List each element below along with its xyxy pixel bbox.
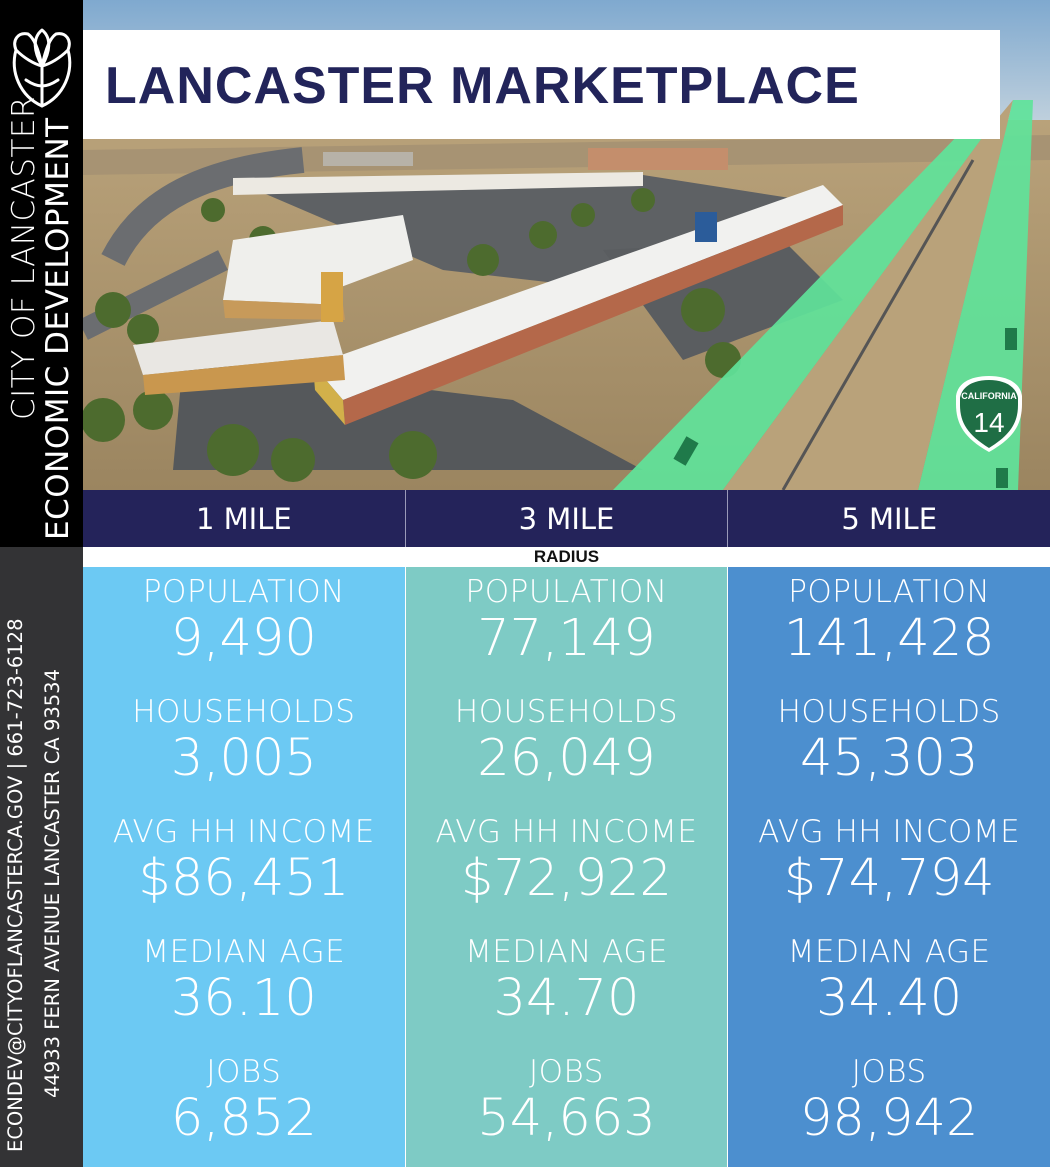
stat-label: HOUSEHOLDS <box>777 694 1001 730</box>
avg-hh-income-value: $86,451 <box>138 849 350 908</box>
stat-label: MEDIAN AGE <box>465 934 668 970</box>
title-card: LANCASTER MARKETPLACE <box>83 30 1000 139</box>
avg-hh-income-value: $74,794 <box>783 849 995 908</box>
population-value: 141,428 <box>783 609 995 668</box>
demographics-column-5-mile: POPULATION 141,428 HOUSEHOLDS 45,303 AVG… <box>727 567 1050 1167</box>
stat-label: HOUSEHOLDS <box>454 694 679 730</box>
jobs-stat: JOBS 6,852 <box>83 1054 405 1148</box>
population-stat: POPULATION 9,490 <box>83 574 405 668</box>
population-stat: POPULATION 77,149 <box>406 574 728 668</box>
radius-label: RADIUS <box>533 547 600 566</box>
california-highway-14-shield-icon: CALIFORNIA 14 <box>956 376 1022 452</box>
stat-label: HOUSEHOLDS <box>132 694 356 730</box>
poppy-flower-logo-icon <box>12 28 72 108</box>
households-value: 45,303 <box>799 729 979 788</box>
department-name-text: ECONOMIC DEVELOPMENT <box>40 117 76 540</box>
stat-label: JOBS <box>851 1054 927 1090</box>
stat-label: POPULATION <box>465 574 668 610</box>
jobs-value: 54,663 <box>477 1089 656 1148</box>
page-title: LANCASTER MARKETPLACE <box>105 57 860 115</box>
stat-label: JOBS <box>529 1054 604 1090</box>
shield-number-text: 14 <box>973 407 1004 438</box>
stat-label: JOBS <box>206 1054 282 1090</box>
households-value: 3,005 <box>170 729 317 788</box>
median-age-stat: MEDIAN AGE 34.40 <box>728 934 1050 1028</box>
median-age-value: 36.10 <box>170 969 317 1028</box>
radius-3-mile-header: 3 MILE <box>406 490 729 547</box>
stat-label: MEDIAN AGE <box>142 934 346 970</box>
stat-label: AVG HH INCOME <box>112 814 375 850</box>
median-age-value: 34.40 <box>816 969 963 1028</box>
avg-hh-income-stat: AVG HH INCOME $86,451 <box>83 814 405 908</box>
avg-hh-income-stat: AVG HH INCOME $74,794 <box>728 814 1050 908</box>
households-value: 26,049 <box>477 729 656 788</box>
avg-hh-income-stat: AVG HH INCOME $72,922 <box>406 814 728 908</box>
aerial-site-photo <box>83 0 1050 490</box>
shield-state-text: CALIFORNIA <box>961 391 1017 401</box>
demographics-column-3-mile: POPULATION 77,149 HOUSEHOLDS 26,049 AVG … <box>404 567 728 1167</box>
stat-label: AVG HH INCOME <box>758 814 1021 850</box>
contact-address-text: 44933 FERN AVENUE LANCASTER CA 93534 <box>41 669 64 1098</box>
radius-header-bar: 1 MILE 3 MILE 5 MILE <box>83 490 1050 547</box>
jobs-stat: JOBS 54,663 <box>406 1054 728 1148</box>
stat-label: MEDIAN AGE <box>787 934 991 970</box>
households-stat: HOUSEHOLDS 45,303 <box>728 694 1050 788</box>
households-stat: HOUSEHOLDS 3,005 <box>83 694 405 788</box>
households-stat: HOUSEHOLDS 26,049 <box>406 694 728 788</box>
radius-5-mile-header: 5 MILE <box>841 501 938 536</box>
sidebar-contact-panel: ECONDEV@CITYOFLANCASTERCA.GOV | 661-723-… <box>0 547 83 1167</box>
median-age-value: 34.70 <box>493 969 640 1028</box>
population-value: 77,149 <box>477 609 656 668</box>
demographics-column-1-mile: POPULATION 9,490 HOUSEHOLDS 3,005 AVG HH… <box>83 567 405 1167</box>
avg-hh-income-value: $72,922 <box>461 849 672 908</box>
jobs-stat: JOBS 98,942 <box>728 1054 1050 1148</box>
median-age-stat: MEDIAN AGE 36.10 <box>83 934 405 1028</box>
population-value: 9,490 <box>170 609 317 668</box>
sidebar-brand-panel: CITY OF LANCASTER ECONOMIC DEVELOPMENT <box>0 0 83 547</box>
jobs-value: 6,852 <box>170 1089 317 1148</box>
demographics-columns: POPULATION 9,490 HOUSEHOLDS 3,005 AVG HH… <box>83 567 1050 1167</box>
median-age-stat: MEDIAN AGE 34.70 <box>406 934 728 1028</box>
jobs-value: 98,942 <box>799 1089 979 1148</box>
stat-label: POPULATION <box>142 574 345 610</box>
contact-email-phone-text: ECONDEV@CITYOFLANCASTERCA.GOV | 661-723-… <box>4 618 27 1153</box>
population-stat: POPULATION 141,428 <box>728 574 1050 668</box>
city-name-text: CITY OF LANCASTER <box>6 95 42 420</box>
stat-label: POPULATION <box>788 574 991 610</box>
radius-1-mile-header: 1 MILE <box>83 490 406 547</box>
stat-label: AVG HH INCOME <box>435 814 698 850</box>
